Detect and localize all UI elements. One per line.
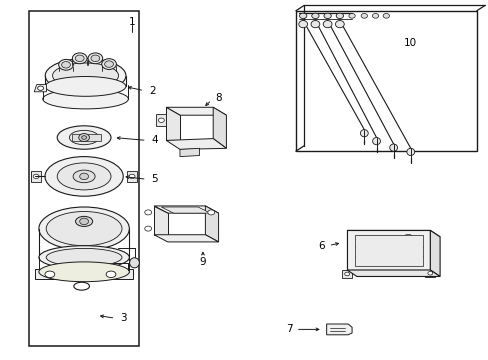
Ellipse shape: [298, 21, 307, 28]
Ellipse shape: [389, 144, 397, 151]
Ellipse shape: [104, 61, 113, 67]
Ellipse shape: [39, 246, 129, 269]
Bar: [425, 269, 434, 277]
Ellipse shape: [59, 59, 73, 70]
Ellipse shape: [88, 53, 102, 64]
Ellipse shape: [323, 21, 331, 28]
Ellipse shape: [72, 53, 87, 64]
Ellipse shape: [45, 157, 123, 196]
Ellipse shape: [207, 210, 214, 215]
Ellipse shape: [81, 136, 86, 139]
Bar: [31, 172, 35, 181]
Polygon shape: [127, 171, 137, 182]
Text: 1: 1: [128, 17, 135, 27]
Ellipse shape: [45, 77, 126, 96]
Ellipse shape: [39, 262, 129, 282]
Polygon shape: [154, 206, 167, 235]
Polygon shape: [156, 114, 166, 126]
Text: 3: 3: [120, 313, 127, 323]
Polygon shape: [295, 11, 476, 151]
Text: 7: 7: [285, 324, 292, 334]
Ellipse shape: [406, 148, 414, 156]
Ellipse shape: [91, 55, 100, 62]
Ellipse shape: [39, 207, 129, 250]
Ellipse shape: [80, 173, 88, 180]
Text: 4: 4: [151, 135, 158, 145]
Ellipse shape: [75, 55, 84, 62]
Bar: [342, 270, 351, 278]
Ellipse shape: [144, 210, 151, 215]
Polygon shape: [346, 230, 439, 237]
Text: 5: 5: [151, 174, 158, 184]
Ellipse shape: [57, 163, 111, 190]
Ellipse shape: [311, 13, 319, 18]
Ellipse shape: [46, 211, 122, 246]
Polygon shape: [346, 230, 356, 270]
Ellipse shape: [73, 170, 95, 183]
Ellipse shape: [383, 13, 388, 18]
Ellipse shape: [336, 13, 343, 18]
Ellipse shape: [360, 130, 367, 137]
Bar: [354, 235, 422, 266]
Ellipse shape: [102, 59, 116, 69]
Ellipse shape: [360, 13, 367, 18]
Ellipse shape: [372, 13, 378, 18]
Polygon shape: [166, 107, 226, 115]
Bar: [29, 11, 139, 346]
Ellipse shape: [33, 174, 39, 179]
Ellipse shape: [57, 126, 111, 149]
Polygon shape: [326, 324, 351, 335]
Polygon shape: [154, 206, 218, 213]
Polygon shape: [154, 235, 218, 242]
Ellipse shape: [43, 89, 128, 109]
Ellipse shape: [129, 258, 139, 268]
Polygon shape: [205, 206, 218, 242]
Polygon shape: [31, 171, 41, 182]
Text: 2: 2: [149, 86, 156, 96]
Ellipse shape: [69, 130, 99, 145]
Polygon shape: [166, 107, 180, 140]
Ellipse shape: [144, 226, 151, 231]
Ellipse shape: [403, 234, 412, 241]
Ellipse shape: [344, 272, 349, 276]
Ellipse shape: [74, 282, 89, 290]
Polygon shape: [213, 107, 226, 148]
Polygon shape: [429, 230, 439, 276]
Ellipse shape: [46, 248, 122, 266]
Ellipse shape: [348, 13, 354, 18]
Text: 10: 10: [404, 38, 416, 48]
Ellipse shape: [52, 63, 118, 88]
Ellipse shape: [335, 21, 344, 28]
Polygon shape: [180, 148, 199, 157]
Polygon shape: [72, 134, 101, 141]
Ellipse shape: [299, 13, 306, 18]
Ellipse shape: [45, 271, 55, 278]
Ellipse shape: [323, 13, 331, 18]
Ellipse shape: [79, 134, 89, 141]
Text: 8: 8: [215, 93, 222, 103]
Text: 9: 9: [199, 257, 206, 267]
Polygon shape: [166, 139, 226, 149]
Polygon shape: [346, 230, 429, 270]
Polygon shape: [161, 207, 210, 213]
Ellipse shape: [75, 216, 93, 226]
Ellipse shape: [158, 118, 164, 122]
Ellipse shape: [427, 271, 432, 275]
Polygon shape: [34, 85, 46, 92]
Bar: [35, 269, 133, 279]
Ellipse shape: [310, 21, 319, 28]
Ellipse shape: [129, 174, 135, 179]
Text: 6: 6: [317, 240, 324, 251]
Ellipse shape: [372, 138, 380, 145]
Ellipse shape: [38, 86, 43, 90]
Ellipse shape: [80, 218, 88, 225]
Ellipse shape: [45, 58, 126, 93]
Ellipse shape: [61, 62, 70, 68]
Ellipse shape: [106, 271, 116, 278]
Polygon shape: [346, 270, 439, 276]
